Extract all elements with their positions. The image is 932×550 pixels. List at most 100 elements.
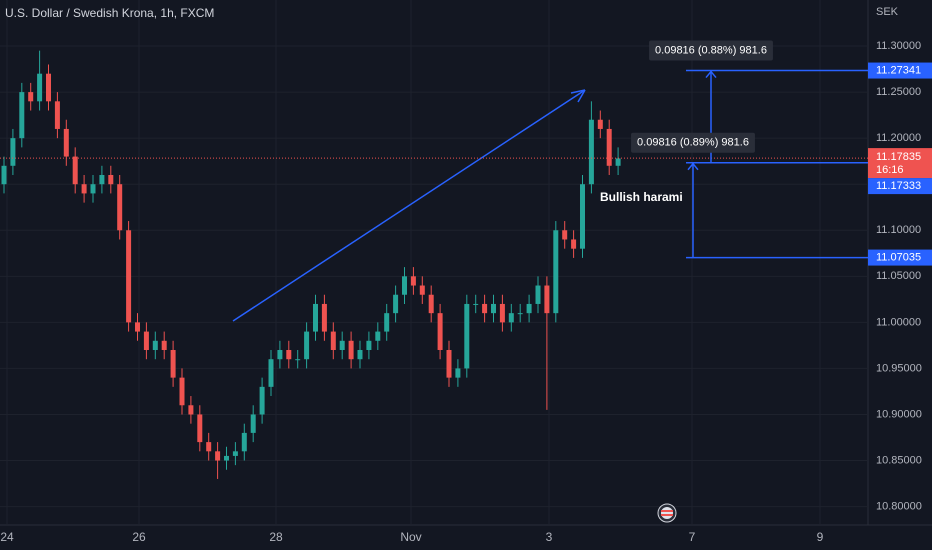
measure-label-box xyxy=(649,40,773,61)
candle-body xyxy=(170,350,176,378)
candle-body xyxy=(28,92,34,102)
candle-body xyxy=(19,92,25,139)
candle-body xyxy=(384,313,390,332)
y-tick-label: 11.30000 xyxy=(876,40,921,52)
measure-arrow-head xyxy=(687,162,699,171)
candle-body xyxy=(135,322,140,332)
event-icon-stripe xyxy=(661,510,673,512)
candle-body xyxy=(161,340,167,350)
candle-body xyxy=(455,368,461,378)
candle-body xyxy=(143,331,149,350)
measure-label: 0.09816 (0.88%) 981.6 xyxy=(655,44,767,56)
pattern-annotation: Bullish harami xyxy=(600,190,683,204)
event-icon-flag xyxy=(661,507,673,519)
candle-body xyxy=(544,285,550,314)
candle-body xyxy=(597,119,603,129)
event-icon-stripe xyxy=(661,514,673,516)
candle-body xyxy=(81,184,87,194)
y-tick-label: 11.10000 xyxy=(876,224,921,236)
price-line-box xyxy=(868,62,932,79)
x-tick-label: 7 xyxy=(689,530,696,544)
y-tick-label: 11.05000 xyxy=(876,270,921,282)
candle-body xyxy=(188,405,194,415)
candle-body xyxy=(473,303,479,305)
x-tick-label: 9 xyxy=(817,530,824,544)
candle-body xyxy=(508,313,514,323)
candle-body xyxy=(410,276,416,286)
candle-body xyxy=(446,350,452,378)
candle-body xyxy=(90,184,96,194)
candle-body xyxy=(393,294,399,314)
candle-body xyxy=(126,230,132,323)
x-tick-label: Nov xyxy=(400,530,421,544)
price-line-box xyxy=(868,249,932,266)
candle-body xyxy=(179,377,185,406)
candle-body xyxy=(99,175,105,185)
y-tick-label: 10.90000 xyxy=(876,408,922,420)
price-line-box xyxy=(868,178,932,195)
y-tick-label: 10.95000 xyxy=(876,362,922,374)
candle-body xyxy=(419,285,425,295)
chart-title: U.S. Dollar / Swedish Krona, 1h, FXCM xyxy=(5,6,214,20)
candle-body xyxy=(277,350,283,360)
candle-body xyxy=(357,350,363,360)
price-line-label: 11.17333 xyxy=(876,180,921,192)
candle-body xyxy=(402,276,407,295)
candle-body xyxy=(491,303,496,314)
candle-body xyxy=(571,239,577,249)
candle-body xyxy=(215,451,221,461)
measure-arrow-head xyxy=(705,70,717,79)
candle-body xyxy=(499,303,505,323)
y-tick-label: 10.85000 xyxy=(876,454,922,466)
x-tick-label: 26 xyxy=(132,530,146,544)
countdown-label: 16:16 xyxy=(876,164,904,176)
candle-body xyxy=(526,303,532,314)
candle-body xyxy=(46,73,51,102)
price-line-label: 11.27341 xyxy=(876,64,921,76)
candle-body xyxy=(562,230,568,240)
candle-body xyxy=(250,414,256,433)
currency-label: SEK xyxy=(876,6,899,18)
candle-body xyxy=(482,303,488,314)
candle-body xyxy=(10,138,16,166)
last-price-label: 11.17835 xyxy=(876,151,921,163)
y-tick-label: 11.00000 xyxy=(876,316,921,328)
y-tick-label: 10.80000 xyxy=(876,500,922,512)
trend-arrow-head xyxy=(570,89,586,103)
candle-body xyxy=(304,331,310,360)
y-tick-label: 11.20000 xyxy=(876,132,921,144)
grid xyxy=(0,0,868,525)
candle-body xyxy=(535,285,541,304)
candle-body xyxy=(152,340,158,350)
overlay: 0.09816 (0.88%) 981.6 0.09816 (0.89%) 981… xyxy=(0,40,868,523)
candle-body xyxy=(428,294,434,314)
candle-body xyxy=(1,165,7,185)
x-tick-label: 24 xyxy=(0,530,14,544)
candle-body xyxy=(588,119,594,185)
candle-body xyxy=(366,340,372,350)
candle-body xyxy=(464,303,470,369)
candle-body xyxy=(339,340,345,350)
candle-body xyxy=(37,73,43,102)
candle-body xyxy=(108,175,114,185)
candle-body xyxy=(606,128,612,166)
x-tick-label: 28 xyxy=(269,530,283,544)
candle-body xyxy=(615,158,621,166)
price-line-label: 11.07035 xyxy=(876,251,921,263)
candle-body xyxy=(117,184,123,231)
candles xyxy=(1,50,621,479)
candle-body xyxy=(580,184,585,249)
candle-body xyxy=(54,101,60,129)
candle-body xyxy=(437,313,443,350)
trend-arrow xyxy=(232,89,586,322)
x-tick-label: 3 xyxy=(546,530,553,544)
candle-body xyxy=(375,331,381,341)
candle-body xyxy=(197,414,203,443)
candle-body xyxy=(232,451,238,456)
candle-body xyxy=(295,359,301,361)
candle-body xyxy=(286,350,292,360)
candle-body xyxy=(259,386,265,415)
last-price-box xyxy=(868,148,932,179)
measure-label-box xyxy=(631,132,755,153)
